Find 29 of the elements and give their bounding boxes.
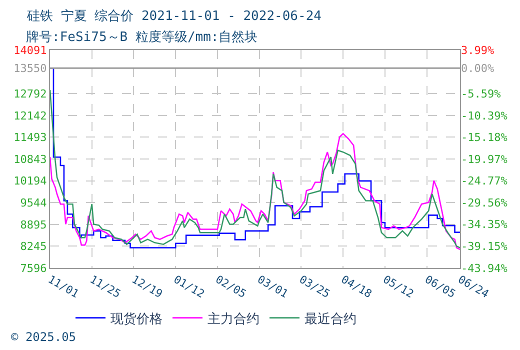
y2-tick-label: -10.39% (461, 109, 508, 122)
y-tick-label: 8245 (20, 240, 47, 254)
y2-tick-label: -24.77% (461, 174, 508, 188)
y2-tick-label: 3.99% (461, 44, 494, 57)
legend-label: 现货价格 (110, 312, 162, 327)
text: © 2025.05 (11, 330, 76, 344)
y-tick-label: 13550 (14, 62, 47, 76)
y-tick-label: 11493 (14, 131, 47, 144)
y-tick-label: 14091 (14, 44, 47, 57)
y2-tick-label: -19.97% (461, 152, 508, 166)
y2-tick-label: -15.18% (461, 131, 508, 144)
y2-tick-label: -39.15% (461, 240, 508, 254)
y2-tick-label: 0.00% (461, 62, 494, 75)
y2-tick-label: -5.59% (461, 87, 502, 100)
legend-label: 主力合约 (208, 310, 260, 327)
y2-tick-label: -29.56% (461, 196, 508, 210)
y-tick-label: 9544 (20, 196, 48, 210)
y2-tick-label: -34.35% (461, 218, 508, 232)
y-tick-label: 8895 (20, 218, 47, 232)
legend-label: 最近合约 (304, 312, 356, 327)
y-tick-label: 10843 (14, 152, 47, 166)
line-series (50, 132, 460, 250)
y-tick-label: 12792 (14, 87, 47, 100)
y2-tick-label: -43.94% (461, 262, 508, 275)
y-tick-label: 12142 (14, 109, 47, 122)
y-tick-label: 10194 (14, 174, 48, 188)
chart-title: 硅铁 宁夏 综合价 2021-11-01 - 2022-06-24 (26, 8, 322, 24)
chart-subtitle: 牌号:FeSi75～B 粒度等级/mm:自然块 (26, 29, 258, 45)
y-tick-label: 7596 (20, 262, 47, 275)
